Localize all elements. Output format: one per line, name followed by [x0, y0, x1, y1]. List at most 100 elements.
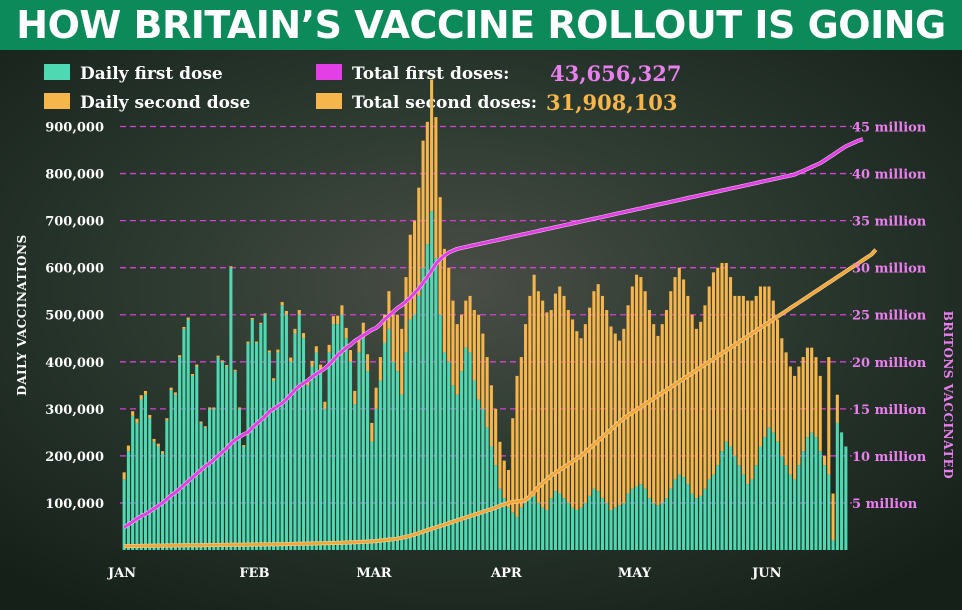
daily-second-bar — [477, 314, 481, 400]
daily-second-bar — [630, 286, 634, 489]
daily-second-bar — [272, 378, 276, 381]
daily-first-bar — [477, 399, 481, 550]
daily-first-bar — [711, 474, 716, 550]
daily-first-bar — [310, 366, 314, 550]
daily-first-bar — [797, 465, 801, 550]
daily-second-bar — [664, 310, 669, 499]
legend-swatch-daily-first — [44, 64, 70, 80]
daily-first-bar — [613, 507, 617, 550]
legend-label-daily-second: Daily second dose — [80, 93, 251, 113]
daily-second-bar — [485, 357, 489, 428]
daily-first-bar — [417, 295, 421, 550]
daily-first-bar — [524, 502, 528, 550]
daily-first-bar — [767, 427, 771, 550]
daily-first-bar — [378, 380, 382, 550]
daily-second-bar — [583, 324, 587, 503]
daily-second-bar — [498, 441, 502, 489]
daily-first-bar — [635, 486, 639, 550]
daily-second-bar — [822, 455, 827, 466]
daily-second-bar — [767, 286, 771, 428]
daily-first-bar — [203, 427, 207, 550]
daily-first-bar — [831, 540, 835, 550]
daily-second-bar — [771, 300, 775, 433]
left-axis-tick-label: 800,000 — [45, 168, 104, 183]
daily-second-bar — [220, 360, 224, 362]
daily-second-bar — [506, 470, 511, 508]
daily-first-bar — [468, 352, 472, 550]
daily-second-bar — [609, 326, 613, 511]
daily-second-bar — [741, 295, 745, 475]
daily-second-bar — [588, 307, 592, 496]
daily-first-bar — [617, 505, 622, 550]
daily-first-bar — [639, 484, 643, 550]
daily-first-bar — [647, 498, 651, 550]
daily-first-bar — [579, 507, 583, 550]
daily-first-bar — [558, 493, 562, 550]
daily-second-bar — [494, 408, 498, 466]
daily-first-bar — [498, 488, 502, 550]
daily-second-bar — [780, 338, 784, 456]
daily-first-bar — [199, 422, 203, 550]
daily-second-bar — [690, 314, 694, 494]
daily-second-bar — [254, 341, 259, 343]
daily-second-bar — [259, 322, 263, 325]
daily-second-bar — [558, 286, 562, 494]
daily-second-bar — [827, 357, 831, 475]
daily-first-bar — [763, 437, 767, 550]
right-axis-tick-label: 35 million — [852, 215, 927, 230]
left-axis-tick-label: 600,000 — [45, 262, 104, 277]
month-label: APR — [490, 566, 522, 581]
daily-first-bar — [652, 502, 656, 550]
daily-second-bar — [169, 387, 173, 391]
total-second-value: 31,908,103 — [546, 90, 678, 115]
daily-first-bar — [246, 342, 250, 550]
daily-second-bar — [519, 357, 523, 508]
daily-first-bar — [588, 495, 592, 550]
daily-second-bar — [400, 328, 404, 395]
daily-second-bar — [605, 310, 609, 503]
daily-second-bar — [173, 392, 177, 395]
daily-second-bar — [182, 326, 186, 329]
daily-first-bar — [297, 314, 301, 550]
daily-second-bar — [336, 315, 340, 325]
total-second-doses-line-core — [124, 248, 877, 548]
daily-second-bar — [784, 352, 788, 466]
daily-first-bar — [541, 507, 545, 550]
daily-second-bar — [186, 317, 190, 320]
daily-first-bar — [716, 465, 720, 550]
daily-first-bar — [190, 375, 195, 550]
daily-second-bar — [835, 394, 839, 423]
right-axis-tick-label: 25 million — [852, 309, 927, 324]
daily-second-bar — [793, 375, 797, 480]
daily-second-bar — [284, 310, 288, 315]
daily-first-bar — [169, 390, 173, 550]
daily-first-bar — [455, 394, 459, 550]
daily-first-bar — [733, 455, 737, 550]
daily-first-bar — [340, 314, 344, 550]
daily-first-bar — [626, 493, 630, 550]
daily-first-bar — [447, 361, 451, 550]
daily-second-bar — [357, 338, 361, 353]
daily-first-bar — [254, 342, 259, 550]
daily-first-bar — [515, 517, 519, 550]
daily-first-bar — [788, 474, 792, 550]
daily-second-bar — [673, 277, 677, 480]
daily-second-bar — [156, 443, 160, 447]
daily-first-bar — [331, 324, 335, 550]
daily-second-bar — [203, 426, 207, 428]
daily-second-bar — [754, 295, 758, 466]
daily-first-bar — [135, 422, 139, 550]
daily-first-bar — [280, 305, 284, 550]
daily-first-bar — [126, 451, 130, 550]
daily-first-bar — [421, 267, 425, 550]
daily-first-bar — [408, 319, 412, 550]
daily-first-bar — [775, 441, 780, 550]
daily-second-bar — [515, 375, 519, 518]
daily-second-bar — [225, 365, 229, 367]
daily-second-bar — [528, 295, 532, 499]
daily-second-bar — [647, 310, 651, 499]
daily-second-bar — [190, 374, 195, 376]
daily-second-bar — [250, 318, 254, 320]
daily-first-bar — [400, 394, 404, 550]
daily-first-bar — [737, 465, 741, 550]
